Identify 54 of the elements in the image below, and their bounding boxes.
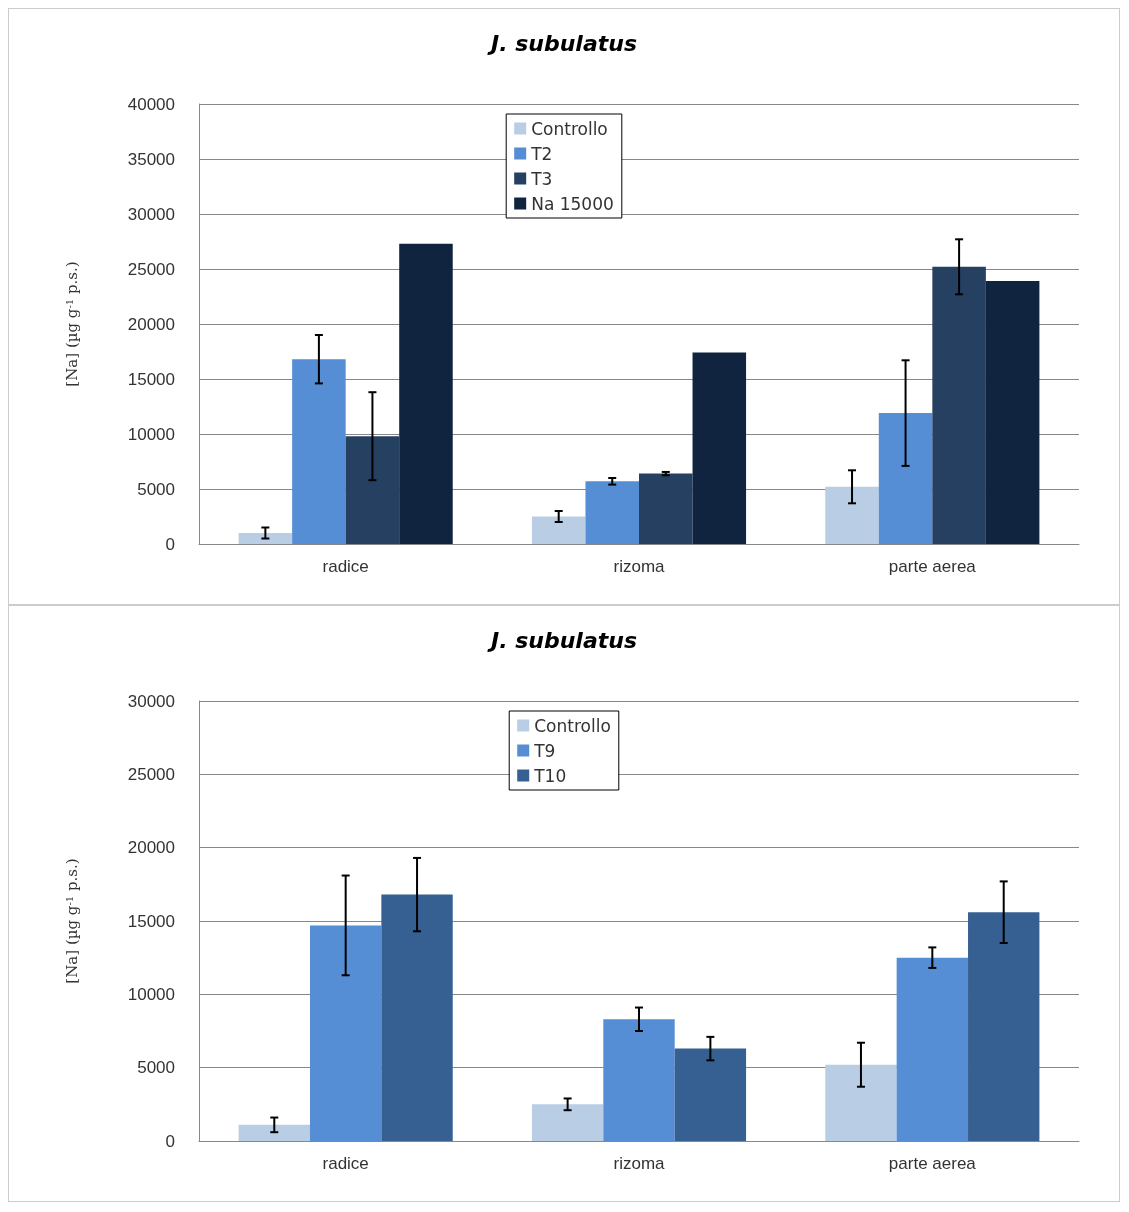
bar bbox=[531, 516, 586, 544]
bar bbox=[968, 912, 1040, 1141]
bar bbox=[381, 894, 453, 1141]
bar bbox=[292, 359, 346, 544]
bar bbox=[674, 1048, 747, 1141]
y-tick-label: 0 bbox=[165, 534, 175, 554]
legend-label: T3 bbox=[530, 168, 553, 189]
bar bbox=[238, 533, 293, 544]
y-tick-label: 10000 bbox=[127, 984, 175, 1004]
legend-label: Na 15000 bbox=[531, 193, 614, 214]
bar bbox=[932, 266, 986, 544]
x-tick-label: radice bbox=[322, 1154, 369, 1173]
x-tick-label: parte aerea bbox=[888, 557, 977, 576]
chart-title: J. subulatus bbox=[486, 627, 638, 653]
y-tick-label: 0 bbox=[165, 1131, 175, 1151]
bar bbox=[238, 1124, 310, 1141]
bar bbox=[345, 436, 400, 544]
y-tick-label: 5000 bbox=[137, 1058, 175, 1078]
y-tick-label: 35000 bbox=[127, 149, 175, 169]
bar bbox=[531, 1104, 604, 1141]
bar bbox=[585, 481, 639, 544]
bar bbox=[309, 925, 382, 1141]
bar bbox=[878, 413, 933, 544]
chart-title: J. subulatus bbox=[486, 30, 638, 56]
x-tick-label: rizoma bbox=[613, 1154, 666, 1173]
bar bbox=[603, 1019, 675, 1141]
y-axis-title: [Na] (µg g-1 p.s.) bbox=[62, 261, 81, 387]
bar bbox=[825, 1064, 897, 1141]
bar bbox=[825, 486, 879, 544]
y-tick-label: 15000 bbox=[127, 369, 175, 389]
y-tick-label: 25000 bbox=[127, 259, 175, 279]
bar bbox=[639, 473, 693, 544]
y-tick-label: 10000 bbox=[127, 424, 175, 444]
y-tick-label: 30000 bbox=[127, 204, 175, 224]
legend-label: T2 bbox=[530, 143, 553, 164]
legend-label: Controllo bbox=[531, 118, 608, 139]
bar bbox=[896, 957, 969, 1141]
bar bbox=[399, 243, 453, 544]
bar bbox=[985, 281, 1040, 544]
legend-label: T10 bbox=[533, 765, 567, 786]
y-tick-label: 40000 bbox=[127, 94, 175, 114]
y-tick-label: 20000 bbox=[127, 838, 175, 858]
bar bbox=[692, 352, 747, 544]
y-tick-label: 20000 bbox=[127, 314, 175, 334]
x-tick-label: radice bbox=[322, 557, 369, 576]
legend-label: Controllo bbox=[534, 715, 611, 736]
y-tick-label: 5000 bbox=[137, 479, 175, 499]
y-tick-label: 25000 bbox=[127, 764, 175, 784]
y-tick-label: 15000 bbox=[127, 911, 175, 931]
x-tick-label: rizoma bbox=[613, 557, 666, 576]
legend-label: T9 bbox=[533, 740, 556, 761]
y-axis-title: [Na] (µg g-1 p.s.) bbox=[62, 858, 81, 984]
x-tick-label: parte aerea bbox=[888, 1154, 977, 1173]
y-tick-label: 30000 bbox=[127, 691, 175, 711]
